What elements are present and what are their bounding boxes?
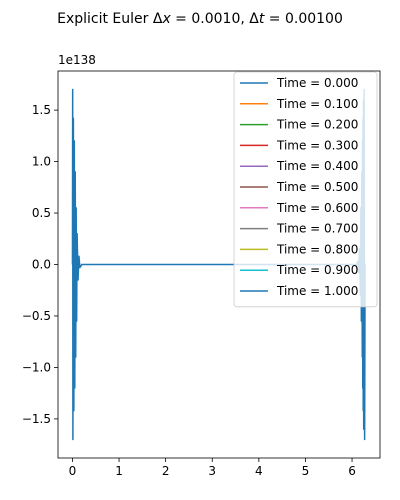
legend-entry-label: Time = 0.200 [276,118,358,132]
legend-entry-label: Time = 0.400 [276,159,358,173]
y-tick-label: −1.0 [22,360,51,374]
y-tick-label: 0.5 [32,206,51,220]
y-tick-label: 1.0 [32,155,51,169]
legend-entry-label: Time = 1.000 [276,284,358,298]
x-tick-label: 0 [69,464,77,478]
y-axis-ticks: −1.5 −1.0 −0.5 0.0 0.5 1.0 1.5 [22,103,58,426]
legend-entry-label: Time = 0.000 [276,76,358,90]
chart-title: Explicit Euler Δx = 0.0010, Δt = 0.00100 [57,11,343,27]
y-tick-label: −0.5 [22,309,51,323]
legend-entry-label: Time = 0.700 [276,222,358,236]
y-offset-label: 1e138 [58,53,96,67]
y-tick-label: −1.5 [22,412,51,426]
y-tick-label: 0.0 [32,258,51,272]
legend-entry-label: Time = 0.500 [276,180,358,194]
legend-entry-label: Time = 0.100 [276,97,358,111]
legend: Time = 0.000 Time = 0.100 Time = 0.200 Time… [233,71,378,308]
legend-entry-label: Time = 0.300 [276,138,358,152]
legend-entry-label: Time = 0.600 [276,201,358,215]
x-tick-label: 1 [115,464,123,478]
y-tick-label: 1.5 [32,103,51,117]
x-tick-label: 5 [302,464,310,478]
x-tick-label: 3 [208,464,216,478]
x-tick-label: 4 [255,464,263,478]
x-tick-label: 6 [348,464,356,478]
x-tick-label: 2 [162,464,170,478]
legend-entry-label: Time = 0.900 [276,263,358,277]
legend-entry-label: Time = 0.800 [276,242,358,256]
legend-box [233,71,378,308]
x-axis-ticks: 0 1 2 3 4 5 6 [69,458,356,478]
